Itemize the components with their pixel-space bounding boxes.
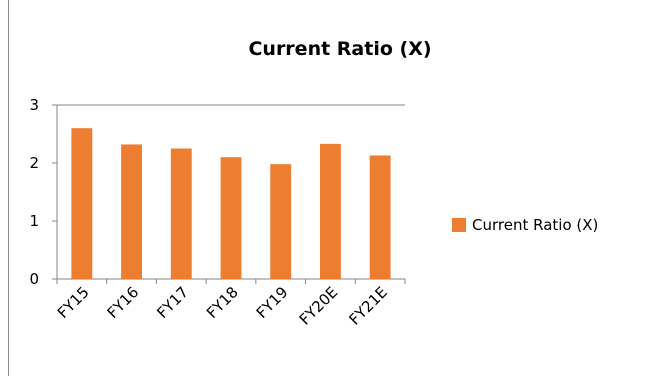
bar-fy19 [270, 164, 292, 279]
legend: Current Ratio (X) [452, 216, 598, 234]
y-tick-label: 3 [29, 96, 39, 114]
legend-label: Current Ratio (X) [472, 216, 599, 234]
x-tick-label: FY19 [253, 283, 292, 322]
x-tick-label: FY15 [54, 283, 93, 322]
legend-swatch [452, 218, 466, 232]
chart-title: Current Ratio (X) [248, 38, 432, 60]
x-tick-label: FY16 [104, 283, 143, 322]
bar-fy21e [369, 155, 391, 279]
bar-fy16 [121, 144, 143, 279]
x-tick-label: FY20E [296, 283, 342, 329]
x-tick-label: FY21E [345, 283, 391, 329]
bar-fy17 [170, 148, 192, 279]
bar-fy15 [71, 128, 93, 279]
y-tick-label: 2 [29, 154, 39, 172]
bar-fy18 [220, 157, 242, 279]
bar-fy20e [319, 143, 341, 279]
y-tick-label: 0 [29, 270, 39, 288]
y-tick-label: 1 [29, 212, 39, 230]
x-tick-label: FY18 [203, 283, 242, 322]
left-border [8, 0, 9, 376]
x-tick-label: FY17 [153, 283, 192, 322]
